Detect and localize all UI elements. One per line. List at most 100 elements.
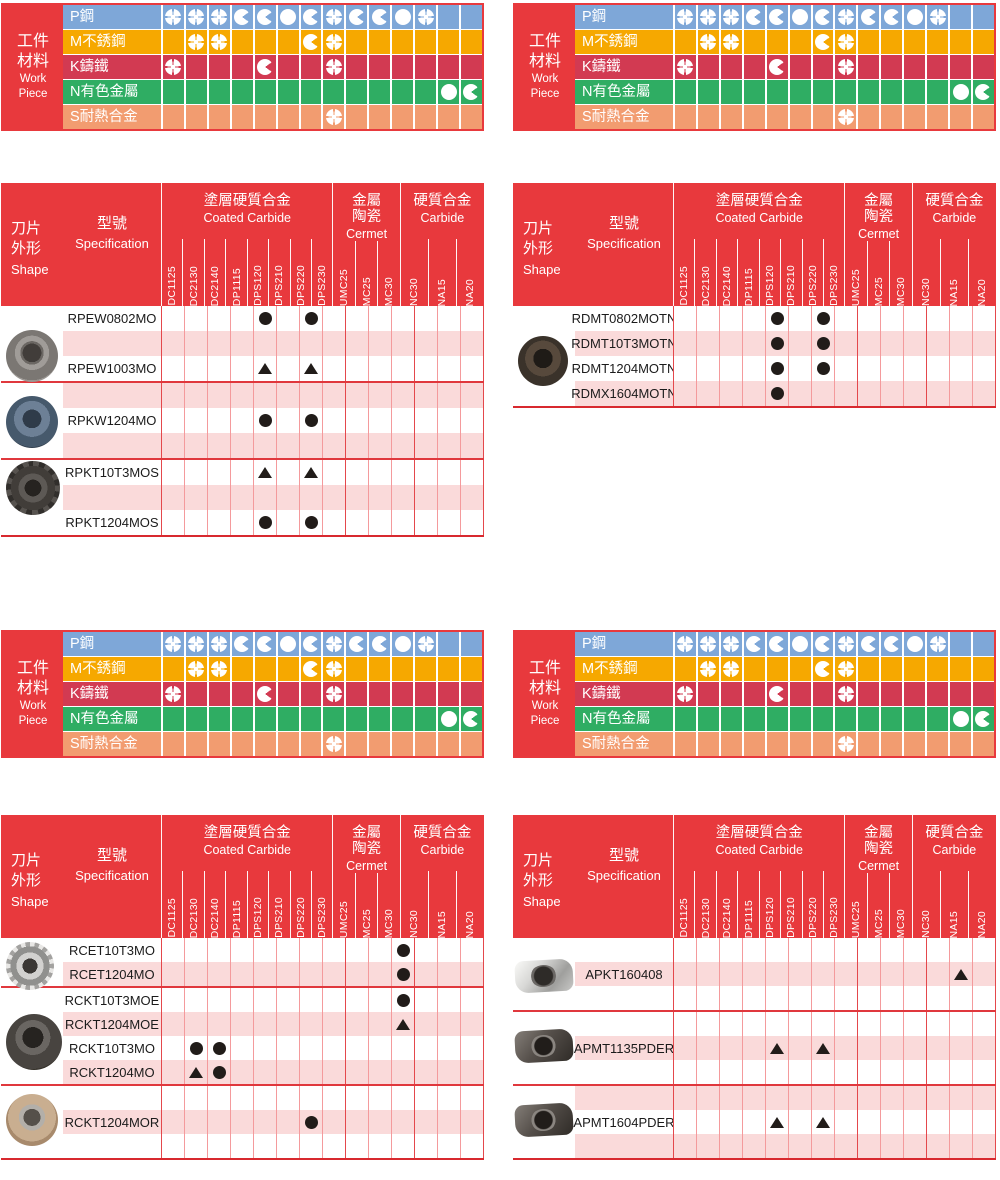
- grade-cell: [811, 331, 834, 356]
- grade-cell: [765, 306, 788, 331]
- grade-group: 塗層硬質合金 Coated Carbide DC1125 DC2130 DC2140 DP…: [161, 815, 332, 938]
- grade-label: DC2140: [209, 265, 222, 306]
- grade-labels: UMC25 MC25 MC30: [845, 240, 911, 306]
- material-symbol-cell: [436, 5, 459, 29]
- grade-label: DC1125: [166, 266, 179, 306]
- grade-cell: [276, 408, 299, 433]
- grade-cell: [460, 383, 484, 408]
- workpiece-label-cjk: 工件: [528, 660, 561, 678]
- material-symbol-cell: [436, 80, 459, 104]
- material-row: S耐熱合金: [575, 732, 994, 756]
- grade-cell: [811, 962, 834, 986]
- material-symbol-cell: [787, 632, 811, 656]
- material-symbol-cell: [948, 5, 971, 29]
- material-symbol-cell: [764, 632, 788, 656]
- grade-cell: [299, 1086, 322, 1110]
- material-symbol-cell: [206, 30, 230, 54]
- grade-cells: [673, 1110, 996, 1134]
- grade-cell: [322, 433, 345, 458]
- grade-label: DC1125: [166, 898, 179, 938]
- grade-cell: [903, 1110, 926, 1134]
- workpiece-material-table: 工件 材料 Work Piece P鋼 M不銹鋼 K鑄鐵 N有色金屬 S耐熱合金: [1, 3, 484, 131]
- workpiece-label-en: Piece: [18, 715, 48, 727]
- material-symbol-cell: [436, 707, 459, 731]
- material-symbol-cell: [718, 80, 742, 104]
- grade-label: MC25: [360, 276, 373, 306]
- material-symbol-cell: [367, 55, 390, 79]
- grade-cell: [460, 331, 484, 356]
- material-symbol-cell: [161, 682, 184, 706]
- material-symbol-cell: [436, 657, 459, 681]
- material-symbol-cell: [833, 632, 856, 656]
- material-symbol-cell: [275, 30, 299, 54]
- grade-cell: [207, 510, 230, 535]
- flower-icon: [723, 636, 740, 652]
- grade-cell: [299, 1012, 322, 1036]
- grade-label-cell: UMC25: [333, 873, 354, 938]
- spec-row: [513, 1134, 996, 1158]
- grade-label-cell: DPS120: [246, 871, 268, 938]
- shape-column-header: 刀片 外形 Shape: [523, 851, 561, 909]
- grade-cell: [460, 1060, 484, 1084]
- grade-cell: [253, 1012, 276, 1036]
- pac-icon: [860, 636, 877, 652]
- flower-icon: [677, 686, 694, 702]
- material-symbol-cell: [229, 105, 253, 129]
- material-symbol-cell: [252, 732, 276, 756]
- grade-cell: [253, 306, 276, 331]
- grade-cell: [391, 938, 414, 962]
- grade-label-cell: NC30: [401, 239, 428, 306]
- grade-cell: [230, 1012, 253, 1036]
- grade-labels: DC1125 DC2130 DC2140 DP1115 DPS120 DPS210 DPS2…: [162, 239, 332, 306]
- flower-icon: [677, 59, 694, 75]
- grade-cell: [788, 356, 811, 381]
- grade-cells: [161, 306, 484, 331]
- grade-cell: [299, 1134, 322, 1158]
- shape-label-en: Shape: [523, 261, 561, 277]
- grade-cell: [391, 408, 414, 433]
- grade-cell: [322, 510, 345, 535]
- material-symbol-cell: [764, 80, 788, 104]
- material-row: N有色金屬: [575, 707, 994, 732]
- material-symbol-cell: [275, 55, 299, 79]
- grade-cell: [368, 460, 391, 485]
- grade-cells: [161, 460, 484, 485]
- grade-cell: [414, 1060, 437, 1084]
- material-row: K鑄鐵: [575, 55, 994, 80]
- grade-cell: [230, 1086, 253, 1110]
- grade-label-cell: MC30: [889, 872, 911, 938]
- material-symbol-cell: [183, 707, 207, 731]
- grade-label: DPS230: [828, 897, 841, 938]
- grade-cell: [253, 383, 276, 408]
- grade-cell: [414, 938, 437, 962]
- material-symbol-cell: [229, 55, 253, 79]
- material-symbols: [161, 682, 482, 706]
- material-symbols: [673, 55, 994, 79]
- spec-table-header: 刀片 外形 Shape 型號 Specification 塗層硬質合金 Coated Car…: [1, 183, 484, 306]
- material-symbol-cell: [925, 55, 948, 79]
- shape-label-cjk: 外形: [11, 240, 42, 258]
- grade-cell: [972, 962, 996, 986]
- material-symbol-cell: [695, 632, 719, 656]
- shape-column-header: 刀片 外形 Shape: [11, 851, 49, 909]
- grade-cell: [230, 356, 253, 381]
- grade-cell: [345, 1060, 368, 1084]
- material-symbol-cell: [390, 632, 413, 656]
- grade-labels: NC30 NA15 NA20: [913, 239, 996, 306]
- spec-row: APMT1604PDER: [513, 1110, 996, 1134]
- model-name: RPEW0802MO: [63, 306, 161, 331]
- spec-row: [1, 381, 484, 408]
- grade-cell: [276, 962, 299, 986]
- spec-table: 刀片 外形 Shape 型號 Specification 塗層硬質合金 Coated Car…: [1, 183, 484, 537]
- material-symbols: [673, 682, 994, 706]
- grade-cell: [437, 1036, 460, 1060]
- grade-cell: [949, 331, 972, 356]
- material-symbol-cell: [902, 105, 925, 129]
- grade-cell: [414, 1134, 437, 1158]
- flower-icon: [837, 736, 854, 752]
- material-symbol-cell: [879, 55, 902, 79]
- grade-label: DPS210: [273, 265, 286, 306]
- pac-icon: [463, 84, 480, 100]
- grade-cell: [811, 1086, 834, 1110]
- material-symbol-cell: [787, 707, 811, 731]
